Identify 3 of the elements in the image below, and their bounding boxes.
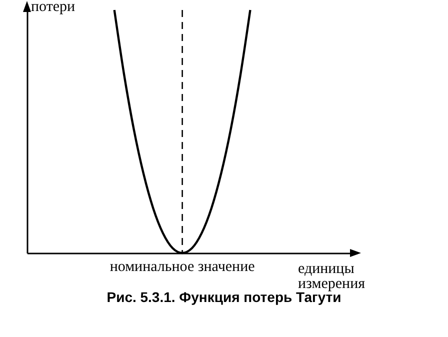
x-axis-title: единицы измерения [298,261,366,292]
y-axis-title: потери [31,0,76,15]
text: номинальное значение [110,259,255,275]
